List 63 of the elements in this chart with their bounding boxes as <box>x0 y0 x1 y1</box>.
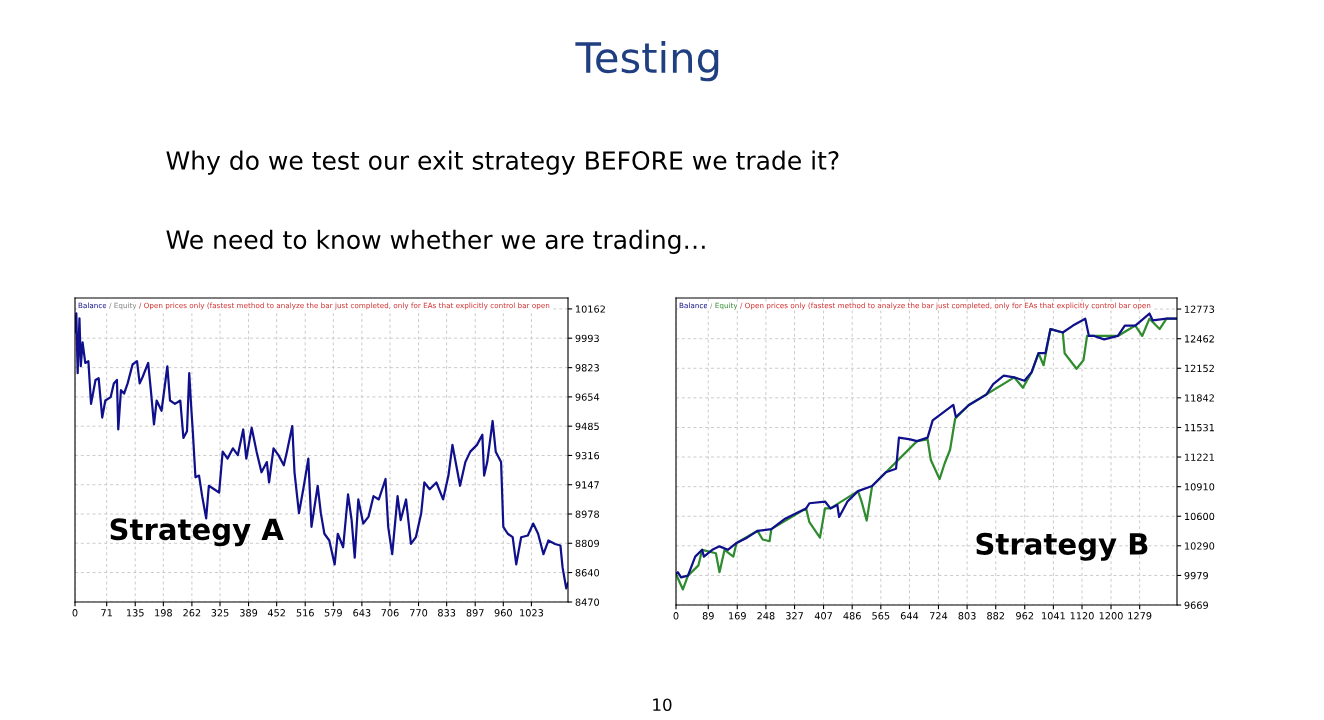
x-tick-label: 262 <box>183 609 201 617</box>
x-tick-label: 643 <box>353 609 371 617</box>
y-tick-label: 11842 <box>1185 394 1214 402</box>
x-tick-label: 882 <box>987 612 1005 620</box>
x-tick-label: 706 <box>381 609 399 617</box>
x-tick-label: 579 <box>324 609 342 617</box>
x-tick-label: 452 <box>267 609 285 617</box>
x-tick-label: 565 <box>872 612 890 620</box>
y-tick-label: 12152 <box>1185 364 1214 373</box>
y-tick-label: 8470 <box>575 598 600 606</box>
x-tick-label: 516 <box>296 609 314 617</box>
x-tick-label: 0 <box>673 612 679 620</box>
x-tick-label: 407 <box>814 612 832 620</box>
x-tick-label: 389 <box>240 609 258 617</box>
x-tick-label: 248 <box>757 612 775 620</box>
annotation: Strategy B <box>976 532 1148 561</box>
y-tick-label: 10910 <box>1185 483 1215 491</box>
x-tick-label: 89 <box>702 612 714 620</box>
y-tick-label: 10290 <box>1185 542 1215 550</box>
y-tick-label: 9316 <box>575 451 600 460</box>
x-tick-label: 1023 <box>520 609 544 617</box>
y-tick-label: 12773 <box>1185 305 1215 313</box>
x-tick-label: 327 <box>786 612 803 620</box>
annotation: Strategy A <box>110 518 284 547</box>
y-tick-label: 11221 <box>1185 453 1214 461</box>
x-tick-label: 1041 <box>1042 612 1065 620</box>
x-tick-label: 960 <box>494 609 512 617</box>
y-tick-label: 8809 <box>575 539 599 548</box>
x-tick-label: 486 <box>843 612 861 620</box>
line-series <box>75 312 568 590</box>
y-tick-label: 10600 <box>1185 512 1215 521</box>
x-tick-label: 897 <box>466 609 484 617</box>
x-tick-label: 724 <box>929 612 948 620</box>
y-tick-label: 9147 <box>575 481 599 489</box>
x-tick-label: 833 <box>438 609 456 617</box>
x-tick-label: 135 <box>127 609 144 617</box>
x-tick-label: 962 <box>1016 612 1034 620</box>
x-tick-label: 803 <box>958 612 976 620</box>
y-tick-label: 9993 <box>575 334 599 343</box>
y-tick-label: 10162 <box>576 305 605 313</box>
text: We need to know whether we are trading… <box>166 229 705 255</box>
x-tick-label: 770 <box>410 609 428 617</box>
x-tick-label: 0 <box>72 609 78 617</box>
x-tick-label: 325 <box>211 609 229 617</box>
y-tick-label: 9979 <box>1184 571 1208 580</box>
y-tick-label: 9485 <box>575 422 599 431</box>
x-tick-label: 1120 <box>1070 612 1094 620</box>
y-tick-label: 9669 <box>1184 601 1208 609</box>
y-tick-label: 12462 <box>1185 335 1214 343</box>
y-tick-label: 8978 <box>575 510 600 518</box>
x-tick-label: 1279 <box>1128 612 1152 620</box>
x-tick-label: 644 <box>900 612 919 620</box>
chart-title: Testing <box>575 41 719 82</box>
x-tick-label: 1200 <box>1099 612 1123 620</box>
y-tick-label: 9823 <box>575 364 599 372</box>
x-tick-label: 169 <box>729 612 746 620</box>
x-tick-label: 71 <box>101 609 112 617</box>
y-tick-label: 9654 <box>575 393 600 401</box>
x-tick-label: 198 <box>155 609 172 617</box>
chart-subtitle: Why do we test our exit strategy BEFORE we trade it? <box>166 150 839 175</box>
y-tick-label: 8640 <box>575 569 600 577</box>
y-tick-label: 11531 <box>1185 423 1214 432</box>
text: 10 <box>653 698 672 712</box>
